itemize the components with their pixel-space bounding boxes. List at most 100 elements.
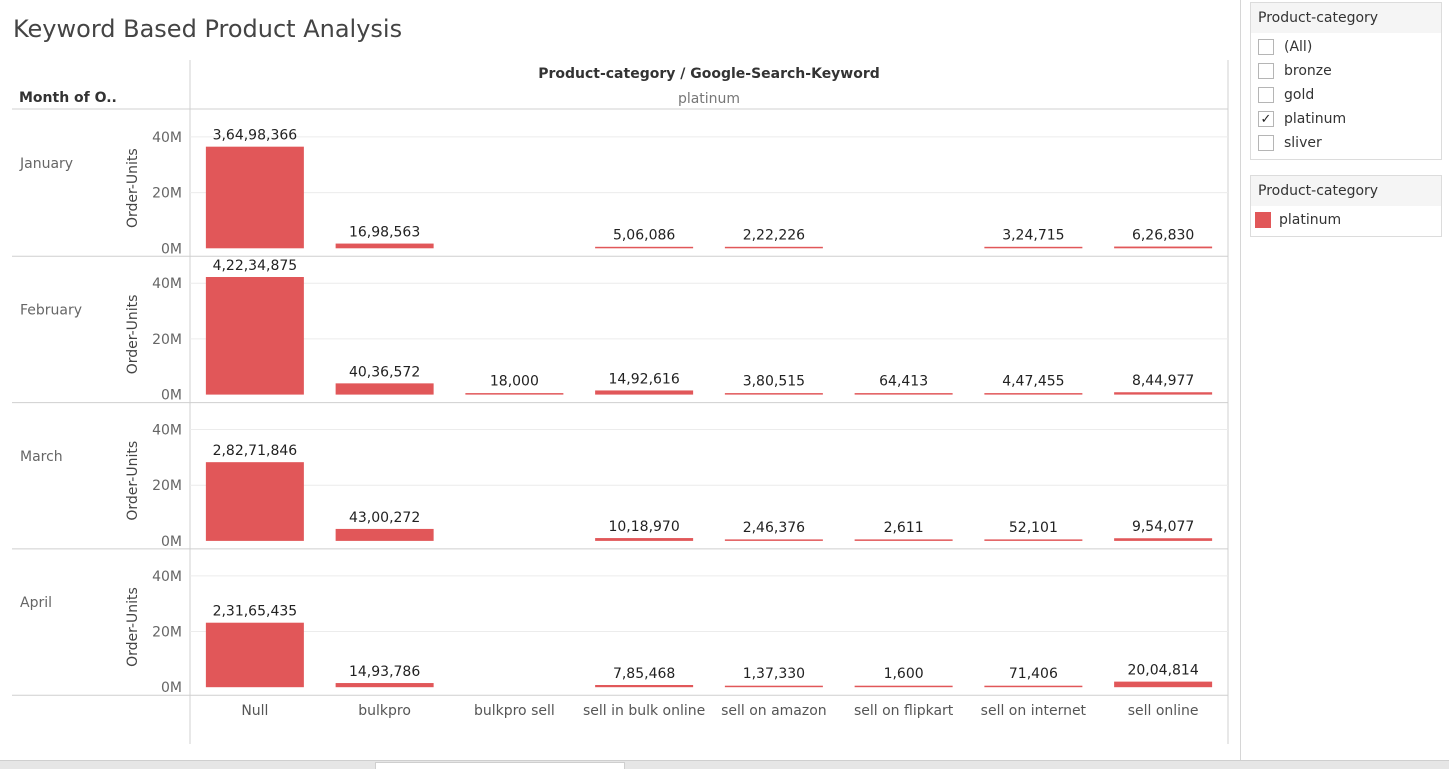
bar	[205, 622, 304, 688]
filter-item-label: bronze	[1284, 63, 1332, 79]
bar	[1114, 392, 1213, 395]
chart: Month of O.. Product-category / Google-Se…	[12, 60, 1229, 744]
data-label: 2,82,71,846	[213, 443, 298, 459]
x-tick-label: sell in bulk online	[583, 703, 705, 719]
data-label: 2,611	[884, 520, 924, 536]
bar	[205, 146, 304, 249]
bar	[724, 539, 823, 541]
data-label: 2,46,376	[743, 520, 805, 536]
row-label-month: March	[20, 449, 63, 465]
bar	[1114, 246, 1213, 249]
data-label: 9,54,077	[1132, 519, 1194, 535]
data-label: 3,64,98,366	[213, 128, 298, 144]
y-tick-label: 0M	[161, 241, 182, 257]
sidebar-divider	[1240, 0, 1241, 760]
row-label-month: April	[20, 595, 52, 611]
legend-item[interactable]: platinum	[1251, 206, 1441, 234]
y-tick-label: 40M	[152, 276, 182, 292]
x-tick-label: Null	[241, 703, 268, 719]
x-tick-label: sell on flipkart	[854, 703, 954, 719]
bar	[854, 393, 953, 395]
data-label: 8,44,977	[1132, 373, 1194, 389]
legend-panel: Product-category platinum	[1250, 175, 1442, 237]
checkbox-icon[interactable]	[1258, 135, 1274, 151]
data-label: 16,98,563	[349, 225, 420, 241]
data-label: 4,47,455	[1002, 374, 1064, 390]
bar	[595, 390, 694, 395]
y-axis-title: Order-Units	[125, 295, 141, 375]
legend-swatch	[1255, 212, 1271, 228]
dashboard: Keyword Based Product Analysis Month of …	[12, 15, 1229, 744]
legend-list: platinum	[1251, 206, 1441, 236]
bar	[724, 393, 823, 395]
bar	[335, 528, 434, 541]
data-label: 18,000	[490, 374, 539, 390]
data-label: 3,80,515	[743, 374, 805, 390]
x-tick-label: sell online	[1128, 703, 1199, 719]
filter-item[interactable]: sliver	[1251, 131, 1441, 155]
legend-title: Product-category	[1251, 176, 1441, 206]
category-header: platinum	[678, 91, 740, 107]
data-label: 2,22,226	[743, 227, 805, 243]
bar	[335, 683, 434, 688]
data-label: 64,413	[879, 374, 928, 390]
row-label-month: February	[20, 302, 82, 318]
y-tick-label: 40M	[152, 569, 182, 585]
sheet-tab[interactable]	[375, 762, 625, 769]
data-label: 7,85,468	[613, 666, 675, 682]
data-label: 43,00,272	[349, 510, 420, 526]
filter-item[interactable]: bronze	[1251, 59, 1441, 83]
data-label: 40,36,572	[349, 364, 420, 380]
bar	[984, 393, 1083, 395]
bar	[465, 393, 564, 395]
filter-item-label: gold	[1284, 87, 1315, 103]
y-tick-label: 20M	[152, 478, 182, 494]
x-tick-label: sell on internet	[981, 703, 1087, 719]
bar	[205, 462, 304, 541]
x-tick-label: bulkpro sell	[474, 703, 555, 719]
filter-item[interactable]: gold	[1251, 83, 1441, 107]
data-label: 71,406	[1009, 666, 1058, 682]
data-label: 1,37,330	[743, 666, 805, 682]
checkbox-icon[interactable]	[1258, 39, 1274, 55]
row-label-month: January	[19, 156, 73, 172]
data-label: 1,600	[884, 666, 924, 682]
filter-item-label: platinum	[1284, 111, 1347, 127]
x-tick-label: bulkpro	[358, 703, 411, 719]
bar	[335, 383, 434, 395]
bar	[595, 538, 694, 541]
data-label: 6,26,830	[1132, 227, 1194, 243]
filter-item-label: sliver	[1284, 135, 1322, 151]
bar	[595, 246, 694, 249]
filter-list: (All) bronze gold ✓ platinum sliver	[1251, 33, 1441, 159]
bar	[984, 539, 1083, 541]
data-label: 14,93,786	[349, 664, 420, 680]
y-tick-label: 20M	[152, 625, 182, 641]
y-axis-title: Order-Units	[125, 148, 141, 228]
y-tick-label: 40M	[152, 423, 182, 439]
bar	[595, 685, 694, 688]
bar	[724, 246, 823, 249]
y-tick-label: 20M	[152, 186, 182, 202]
y-tick-label: 0M	[161, 534, 182, 550]
filter-item[interactable]: (All)	[1251, 35, 1441, 59]
bar	[724, 685, 823, 688]
checkbox-icon[interactable]	[1258, 63, 1274, 79]
data-label: 3,24,715	[1002, 227, 1064, 243]
checkbox-checked-icon[interactable]: ✓	[1258, 111, 1274, 127]
y-tick-label: 0M	[161, 680, 182, 696]
filter-item[interactable]: ✓ platinum	[1251, 107, 1441, 131]
x-tick-label: sell on amazon	[721, 703, 827, 719]
filter-item-label: (All)	[1284, 39, 1313, 55]
bar	[854, 685, 953, 688]
dashboard-title: Keyword Based Product Analysis	[13, 15, 403, 43]
checkbox-icon[interactable]	[1258, 87, 1274, 103]
bar	[984, 246, 1083, 249]
bar	[1114, 681, 1213, 688]
filter-panel: Product-category (All) bronze gold ✓ platinu…	[1250, 2, 1442, 160]
bar	[205, 276, 304, 395]
data-label: 2,31,65,435	[213, 604, 298, 620]
bar	[1114, 538, 1213, 541]
y-tick-label: 40M	[152, 130, 182, 146]
data-label: 10,18,970	[608, 519, 679, 535]
